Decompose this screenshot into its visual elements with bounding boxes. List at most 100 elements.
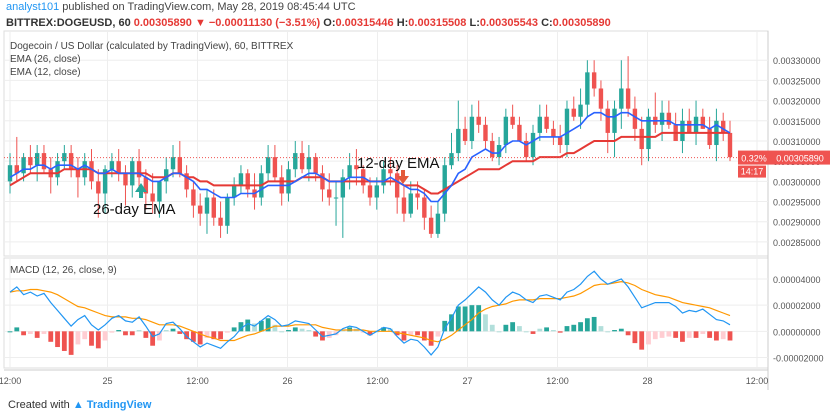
candle-body [483,124,488,141]
candle-body [639,128,644,150]
price-change: ▼ −0.00011130 (−3.51%) [194,17,321,29]
macd-histogram-bar [415,331,420,336]
candle-body [394,173,400,198]
macd-histogram-bar [61,331,67,351]
macd-histogram-bar [605,331,611,333]
macd-histogram-bar [476,305,482,332]
candle-body [347,165,352,178]
macd-histogram-bar [428,331,434,346]
macd-histogram-bar [129,331,135,336]
candle-body [510,116,515,125]
macd-histogram-bar [598,326,604,332]
macd-histogram-bar [523,331,529,333]
arrow-up-icon [135,183,147,198]
candle-body [191,189,196,206]
macd-histogram-bar [157,331,162,341]
candle-body [102,169,108,194]
author-link[interactable]: analyst101 [6,1,60,13]
candle-body [456,128,461,154]
macd-histogram-bar [116,330,122,332]
macd-histogram-bar [381,327,386,332]
macd-histogram-bar [544,327,550,332]
macd-histogram-bar [279,331,285,333]
tradingview-link[interactable]: TradingView [86,399,152,411]
time-tick-label: 27 [462,376,472,386]
candle-body [55,161,60,178]
candle-body [150,193,155,202]
annotation-12day-ema: 12-day EMA [357,155,440,172]
candle-body [197,205,203,214]
macd-histogram-bar [41,331,47,334]
ema-lines [9,111,731,203]
macd-histogram-bar [224,331,230,333]
candle-body [327,189,332,198]
candle-body [700,116,706,129]
candle-body [204,197,210,214]
ohlc-low: L:0.00305543 [469,17,538,29]
macd-histogram-bar [455,306,461,332]
macd-histogram-bar [265,318,271,332]
candle-body [605,108,610,133]
macd-histogram-bar [639,331,645,350]
candle-body [585,72,590,105]
candle-body [388,169,393,174]
candle-body [313,157,318,174]
macd-histogram-bar [442,320,448,332]
candle-body [340,177,346,198]
macd-histogram-bar [340,330,346,332]
macd-histogram-bar [625,331,631,336]
macd-histogram-bar [306,330,312,332]
macd-histogram-bar [449,314,454,332]
candle-body [537,116,543,133]
macd-histogram-bar [537,328,543,332]
macd-histogram-bar [48,331,54,342]
candle-body [96,181,101,194]
candle-body [34,153,40,166]
macd-histogram-bar [143,331,149,338]
legend-ema12: EMA (12, close) [10,67,81,78]
macd-histogram-bar [150,331,156,346]
candle-body [503,116,509,146]
macd-histogram-bar [564,326,570,332]
macd-histogram-bar [496,331,502,333]
candle-body [517,124,522,141]
macd-tick-label: -0.00002000 [773,353,824,363]
macd-histogram-bar [55,331,60,348]
candle-body [496,145,502,158]
candle-body [354,165,359,170]
macd-histogram-bar [469,305,475,332]
macd-histogram-bar [612,330,617,332]
macd-histogram-bar [659,331,665,338]
macd-histogram-bar [204,331,210,338]
candle-body [401,197,407,214]
price-pane-frame [3,30,769,257]
candle-body [218,217,223,226]
macd-histogram-bar [89,331,94,346]
candle-body [612,108,617,133]
candle-body [21,157,26,174]
macd-histogram-bar [211,331,217,340]
candle-body [551,128,556,137]
macd-histogram-bar [408,331,414,336]
candle-body [428,217,434,234]
macd-histogram-bar [714,331,719,341]
candle-body [666,112,672,125]
macd-histogram-bar [571,324,577,332]
ema12-line [9,111,731,203]
ohlc-close-label: C: [541,17,553,29]
macd-histogram-bar [95,331,101,349]
macd-histogram-bar [517,326,522,332]
candle-body [625,88,631,109]
footer: Created with ▲ TradingView [8,399,151,411]
candle-body [170,157,176,170]
tradingview-logo-icon: ▲ [72,399,84,411]
candle-body [320,173,325,190]
price-chart-title: Dogecoin / US Dollar (calculated by Trad… [10,41,294,52]
macd-histogram-bar [646,331,651,345]
macd-histogram-bar [693,331,699,338]
macd-histogram-bar [578,322,583,332]
price-tick-label: 0.00330000 [773,56,821,66]
time-tick-label: 12:00 [546,376,569,386]
ohlc-high-label: H: [396,17,409,29]
